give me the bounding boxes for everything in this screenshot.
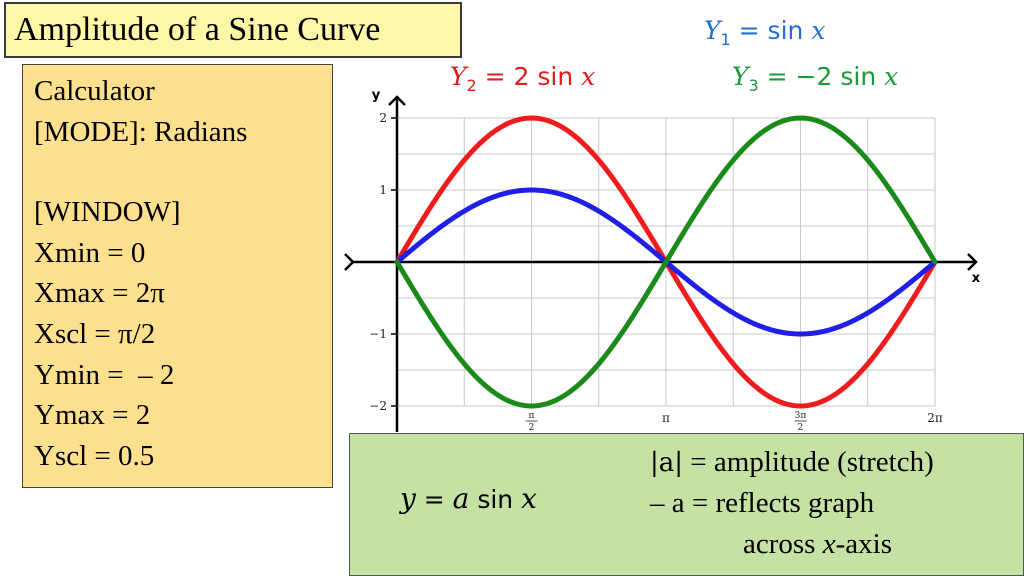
y-axis-label: y	[372, 88, 381, 103]
note-reflect-line: – a = reflects graph	[650, 487, 875, 519]
eq-y3-var: Y	[732, 62, 749, 91]
x-tick-numerator: π	[529, 411, 535, 421]
panel-line-ymax: Ymax = 2	[34, 399, 151, 432]
note-eq-a: a	[452, 482, 470, 515]
general-equation: y = a sin x	[400, 482, 537, 515]
note-across-x: x	[822, 528, 836, 560]
note-amplitude-line: |a| = amplitude (stretch)	[650, 446, 934, 479]
panel-line-ymin: Ymin = – 2	[34, 358, 175, 391]
note-eq-equals: =	[415, 485, 453, 514]
x-axis-arrow-left	[344, 253, 355, 271]
note-abs-a: |a|	[650, 448, 684, 478]
note-amp-text: = amplitude (stretch)	[683, 446, 934, 478]
panel-line-xscl: Xscl = π/2	[34, 317, 156, 350]
panel-line-calculator: Calculator	[34, 75, 155, 107]
note-eq-x: x	[521, 482, 537, 515]
note-across-pre: across	[743, 528, 823, 560]
eq-y2-x: x	[581, 62, 596, 91]
eq-y3-rest: = −2 sin	[758, 62, 885, 91]
x-tick-denominator: 2	[798, 423, 804, 433]
eq-y1-var: Y	[704, 16, 721, 45]
note-eq-sin: sin	[469, 485, 522, 514]
x-axis-arrow-right	[967, 253, 978, 271]
window-settings-panel: Calculator [MODE]: Radians [WINDOW] Xmin…	[22, 64, 333, 488]
eq-y2-sub: 2	[466, 76, 477, 95]
x-tick-label: π	[662, 411, 670, 425]
y-axis-arrow	[388, 95, 406, 106]
note-eq-y: y	[400, 482, 416, 515]
eq-y3-x: x	[884, 62, 899, 91]
y-tick-label: 1	[379, 183, 387, 197]
y-tick-label: −2	[369, 399, 387, 413]
panel-line-xmax: Xmax = 2π	[34, 277, 165, 310]
amplitude-note-box: y = a sin x |a| = amplitude (stretch) – …	[349, 433, 1024, 576]
equation-y2: Y2 = 2 sin x	[450, 62, 595, 95]
eq-y2-var: Y	[450, 62, 467, 91]
panel-line-yscl: Yscl = 0.5	[34, 439, 155, 472]
y-tick-label: −1	[369, 327, 387, 341]
eq-y1-rest: = sin	[730, 16, 812, 45]
note-across-post: -axis	[835, 528, 892, 560]
eq-y1-sub: 1	[720, 30, 731, 49]
equation-y3: Y3 = −2 sin x	[732, 62, 898, 95]
panel-line-xmin: Xmin = 0	[34, 236, 146, 269]
x-tick-numerator: 3π	[795, 411, 807, 421]
x-tick-label: 2π	[927, 411, 943, 425]
eq-y3-sub: 3	[748, 76, 759, 95]
x-tick-denominator: 2	[529, 423, 535, 433]
page-title: Amplitude of a Sine Curve	[4, 2, 462, 58]
panel-line-window: [WINDOW]	[34, 196, 181, 229]
curve-y3	[394, 115, 938, 409]
panel-line-mode: [MODE]: Radians	[34, 115, 248, 148]
note-across-line: across x-axis	[743, 528, 892, 561]
equation-y1: Y1 = sin x	[704, 16, 825, 49]
eq-y2-rest: = 2 sin	[476, 62, 582, 91]
y-tick-label: 2	[379, 111, 387, 125]
chart-curves	[394, 115, 938, 409]
eq-y1-x: x	[811, 16, 826, 45]
x-axis-label: x	[972, 271, 981, 286]
